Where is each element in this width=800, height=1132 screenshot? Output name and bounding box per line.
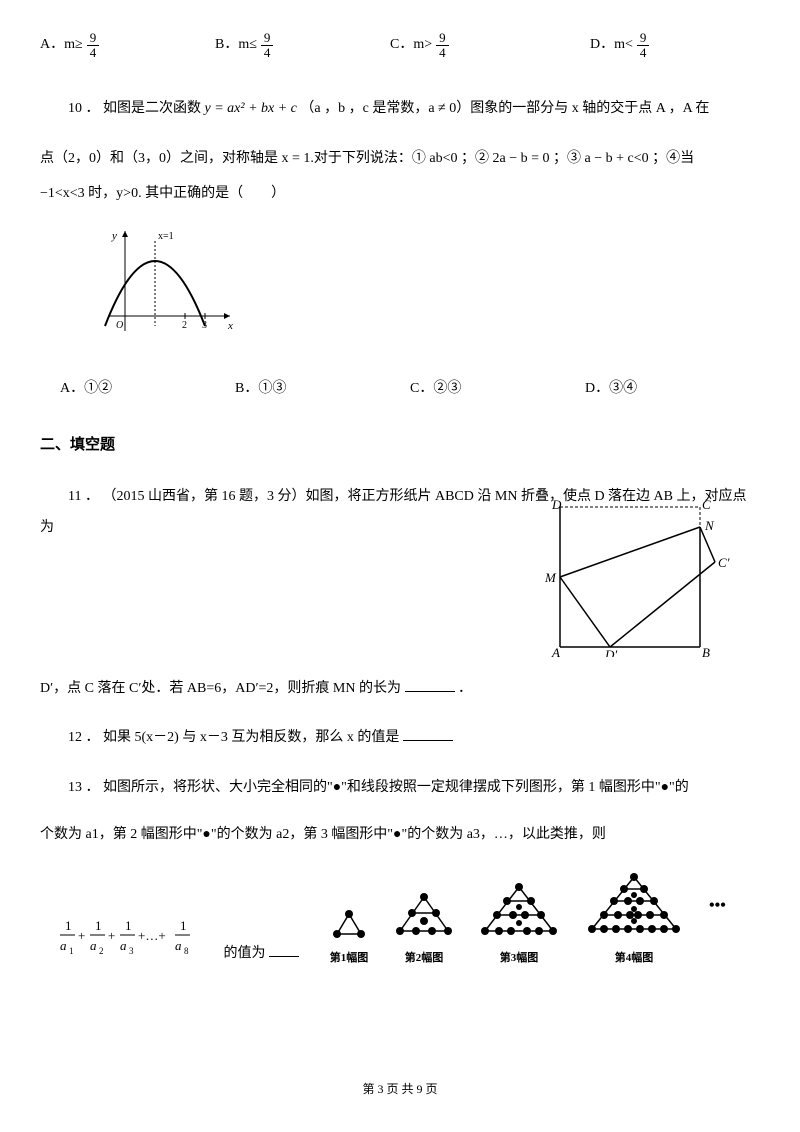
q10-line3: −1<x<3 时，y>0. 其中正确的是（ ） [40,176,760,211]
formula-sum: 1 a 1 + 1 a 2 + 1 a 3 +…+ 1 a 8 的值为 [60,912,299,970]
svg-text:3: 3 [202,320,207,331]
page-footer: 第 3 页 共 9 页 [0,1076,800,1102]
q11-line2: D′，点 C 落在 C′处．若 AB=6，AD′=2，则折痕 MN 的长为 ． [40,674,760,705]
q10-options: A．①② B．①③ C．②③ D．③④ [40,374,760,405]
svg-text:a: a [60,938,67,953]
q10-option-c: C．②③ [410,374,585,405]
q9-options: A．m≥ 9 4 B．m≤ 9 4 C．m> 9 4 D．m< 9 4 [40,30,760,61]
parabola-graph: x=1 y x O 2 3 [100,221,240,341]
svg-text:a: a [175,938,182,953]
blank-11 [405,678,455,692]
svg-text:+: + [78,928,85,943]
blank-12 [403,727,453,741]
fraction-c: 9 4 [436,31,449,61]
q10-option-d: D．③④ [585,374,760,405]
q10-line2: 点（2，0）和（3，0）之间，对称轴是 x = 1.对于下列说法：① ab<0 … [40,141,760,176]
option-a: A．m≥ 9 4 [40,30,215,61]
pattern-4: 第4幅图 [584,871,684,970]
q12: 12 ． 如果 5(x－2) 与 x－3 互为相反数，那么 x 的值是 [40,720,760,755]
option-b: B．m≤ 9 4 [215,30,390,61]
pattern-1: 第1幅图 [329,906,369,970]
q10-line1: 10 ． 如图是二次函数 y = ax² + bx + c （a ，b ，c 是… [40,91,760,126]
svg-text:1: 1 [125,918,132,933]
svg-text:+…+: +…+ [138,928,166,943]
svg-text:x: x [227,320,233,332]
svg-text:M: M [544,570,557,585]
svg-text:2: 2 [99,946,104,956]
svg-text:D′: D′ [604,647,617,657]
svg-text:2: 2 [182,320,187,331]
blank-13 [269,943,299,957]
svg-text:8: 8 [184,946,189,956]
svg-text:a: a [120,938,127,953]
svg-text:1: 1 [180,918,187,933]
option-c: C．m> 9 4 [390,30,590,61]
svg-text:A: A [551,645,560,657]
pattern-3: 第3幅图 [479,881,559,970]
option-d-label: D．m< [590,30,633,61]
fraction-a: 9 4 [87,31,100,61]
svg-text:a: a [90,938,97,953]
pattern-2: 第2幅图 [394,891,454,970]
option-d: D．m< 9 4 [590,30,740,61]
fraction-d: 9 4 [637,31,650,61]
pattern-figures: 第1幅图 第2幅图 [329,871,726,970]
q10-option-a: A．①② [60,374,235,405]
svg-text:B: B [702,645,710,657]
svg-text:1: 1 [65,918,72,933]
fraction-b: 9 4 [261,31,274,61]
section-2-header: 二、填空题 [40,429,760,462]
pattern-container: 1 a 1 + 1 a 2 + 1 a 3 +…+ 1 a 8 的值为 [40,871,760,970]
ellipsis-icon: ••• [709,888,726,923]
svg-text:O: O [116,320,123,331]
svg-text:1: 1 [95,918,102,933]
option-b-label: B．m≤ [215,30,257,61]
svg-text:3: 3 [129,946,134,956]
q10-option-b: B．①③ [235,374,410,405]
svg-text:y: y [111,230,117,242]
q10: 10 ． 如图是二次函数 y = ax² + bx + c （a ，b ，c 是… [40,91,760,211]
svg-text:C: C [702,497,711,512]
q11: 11 ． （2015 山西省，第 16 题，3 分）如图，将正方形纸片 ABCD… [40,482,760,704]
svg-text:+: + [108,928,115,943]
svg-text:N: N [704,518,715,533]
fold-square-diagram: D C N C′ M A D′ B [530,497,730,657]
svg-text:1: 1 [69,946,74,956]
option-c-label: C．m> [390,30,432,61]
q13-line2: 个数为 a1，第 2 幅图形中"●"的个数为 a2，第 3 幅图形中"●"的个数… [40,820,760,851]
svg-text:C′: C′ [718,555,730,570]
option-a-label: A．m≥ [40,30,83,61]
svg-text:D: D [551,497,562,512]
q13-line1: 13 ． 如图所示，将形状、大小完全相同的"●"和线段按照一定规律摆成下列图形，… [40,770,760,805]
svg-text:x=1: x=1 [158,231,174,242]
